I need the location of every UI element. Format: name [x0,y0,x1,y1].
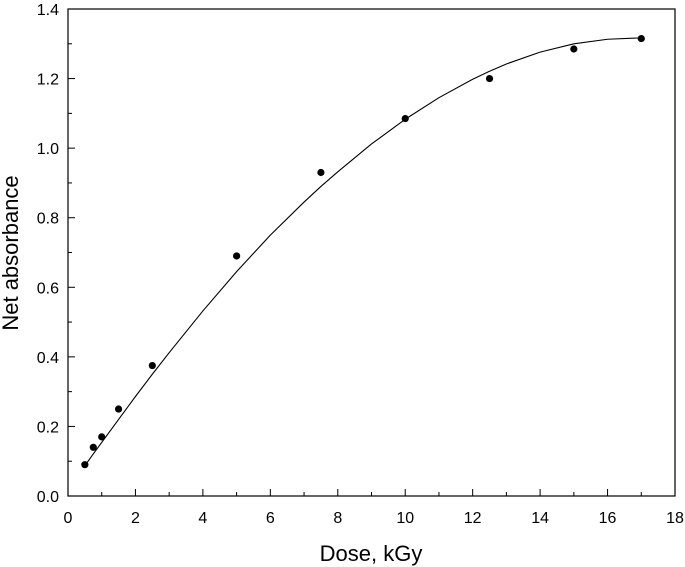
data-point [114,405,123,413]
x-tick-label: 2 [131,510,140,527]
data-point [98,433,106,441]
plot-frame [67,8,676,497]
x-tick-label: 12 [464,510,482,527]
x-tick-label: 18 [666,510,684,527]
data-point [637,34,645,43]
y-tick-label: 1.4 [37,2,59,19]
x-tick-label: 4 [198,510,207,527]
x-tick-label: 6 [266,510,275,527]
y-tick-label: 1.2 [37,72,59,89]
y-tick-label: 0.6 [37,280,59,297]
data-points [81,34,645,469]
data-point [148,361,156,370]
data-point [81,461,89,469]
y-tick-label: 0.2 [37,419,59,436]
data-point [401,114,409,123]
data-point [570,45,578,53]
y-axis-title: Net absorbance [0,175,23,330]
x-axis: 0 2 4 6 8 10 12 14 16 18 [64,489,684,527]
x-tick-label: 0 [64,510,73,527]
fit-curve [84,37,642,467]
x-tick-label: 16 [599,510,617,527]
y-axis: 0.0 0.2 0.4 0.6 0.8 1.0 1.2 1.4 [37,2,75,506]
y-tick-label: 0.0 [37,489,59,506]
x-tick-label: 10 [396,510,414,527]
data-point [317,168,325,177]
plot-border [67,8,676,497]
y-tick-label: 0.4 [37,350,59,367]
x-axis-title: Dose, kGy [320,541,423,566]
y-tick-label: 1.0 [37,141,59,158]
data-point [233,252,241,260]
x-tick-label: 14 [531,510,549,527]
x-tick-label: 8 [333,510,342,527]
fit-curve-group [84,37,642,467]
y-tick-label: 0.8 [37,211,59,228]
data-point [89,443,97,451]
data-point [485,74,494,83]
